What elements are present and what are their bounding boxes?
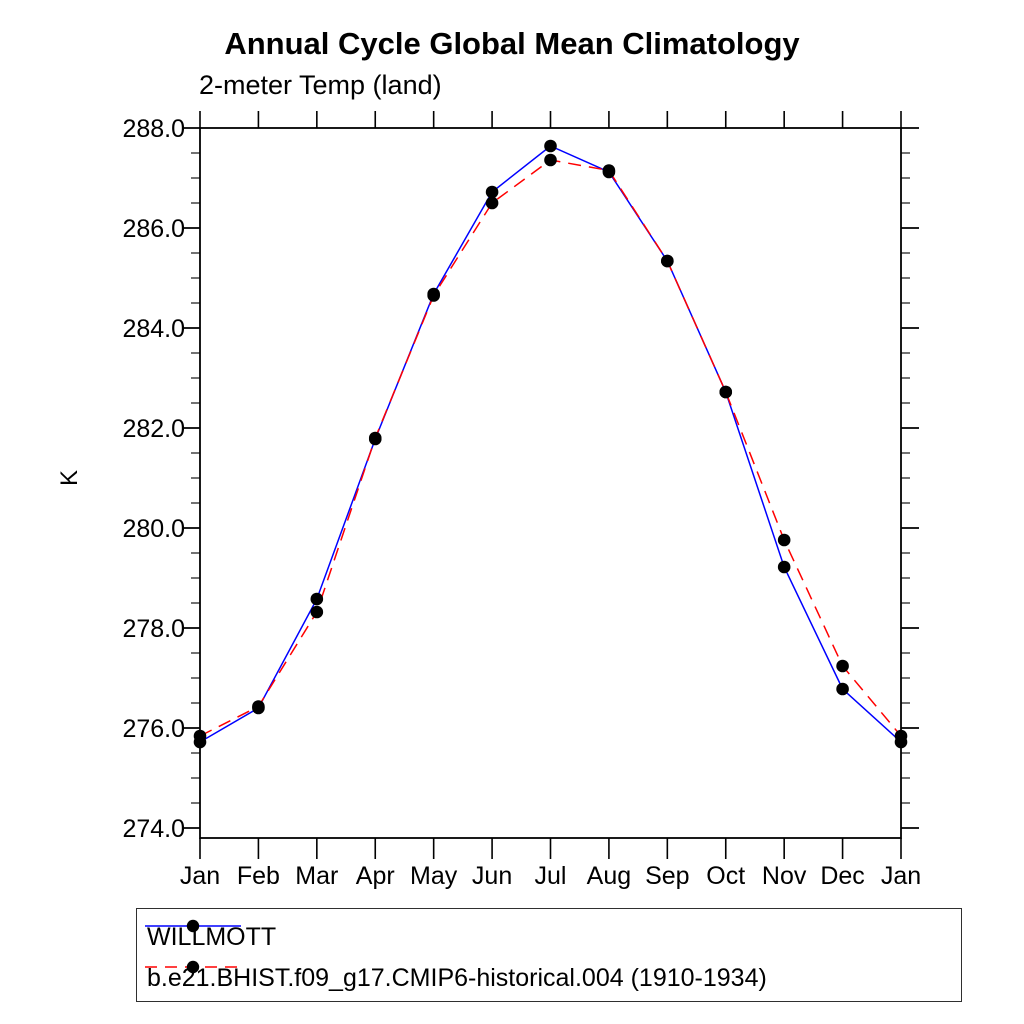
y-tick-label: 286.0 [122, 215, 185, 243]
data-point-marker [777, 560, 791, 574]
y-tick-label: 282.0 [122, 415, 185, 443]
x-tick-label: Apr [356, 862, 395, 890]
data-point-marker [485, 185, 499, 199]
y-tick-label: 274.0 [122, 815, 185, 843]
chart-subtitle: 2-meter Temp (land) [199, 70, 442, 100]
data-point-marker [485, 196, 499, 210]
chart-title: Annual Cycle Global Mean Climatology [224, 26, 800, 61]
data-point-marker [310, 592, 324, 606]
legend-marker-0 [186, 919, 200, 933]
legend-label-0: WILLMOTT [147, 922, 277, 951]
x-tick-label: Feb [237, 862, 280, 890]
data-point-marker [719, 385, 733, 399]
x-tick-label: Nov [762, 862, 807, 890]
y-tick-label: 276.0 [122, 715, 185, 743]
legend-line-sample-0 [145, 919, 241, 933]
x-tick-label: Aug [587, 862, 631, 890]
data-point-marker [836, 659, 849, 673]
data-point-marker [193, 729, 207, 743]
legend-label-1: b.e21.BHIST.f09_g17.CMIP6-historical.004… [147, 963, 767, 992]
data-point-marker [894, 729, 908, 743]
y-tick-label: 288.0 [122, 115, 185, 143]
data-point-marker [368, 431, 382, 445]
x-tick-label: Sep [645, 862, 689, 890]
data-point-marker [544, 139, 557, 153]
y-tick-label: 278.0 [122, 615, 185, 643]
data-point-marker [427, 289, 440, 302]
x-tick-label: Dec [820, 862, 864, 890]
series-line-0 [199, 145, 902, 743]
x-tick-label: Mar [295, 862, 338, 890]
data-point-marker [310, 605, 324, 619]
x-tick-label: Jul [535, 862, 567, 890]
legend: WILLMOTT b.e21.BHIST.f09_g17.CMIP6-histo… [136, 908, 962, 1002]
y-tick-label: 280.0 [122, 515, 185, 543]
legend-entry-willmott: WILLMOTT [143, 917, 276, 957]
legend-line-sample-1 [145, 960, 241, 974]
series-line-1 [199, 159, 902, 737]
data-point-marker [777, 533, 791, 547]
legend-marker-1 [186, 960, 200, 974]
data-point-marker [836, 682, 849, 696]
x-tick-label: Jan [180, 862, 220, 890]
x-tick-label: Jan [881, 862, 921, 890]
data-point-marker [544, 153, 557, 167]
x-tick-label: May [410, 862, 458, 890]
legend-entry-model: b.e21.BHIST.f09_g17.CMIP6-historical.004… [143, 958, 767, 998]
data-point-marker [602, 164, 616, 177]
plot-frame [199, 127, 902, 839]
x-tick-label: Oct [706, 862, 745, 890]
y-tick-label: 284.0 [122, 315, 185, 343]
data-point-marker [661, 254, 674, 268]
x-tick-label: Jun [472, 862, 512, 890]
data-point-marker [252, 700, 265, 713]
